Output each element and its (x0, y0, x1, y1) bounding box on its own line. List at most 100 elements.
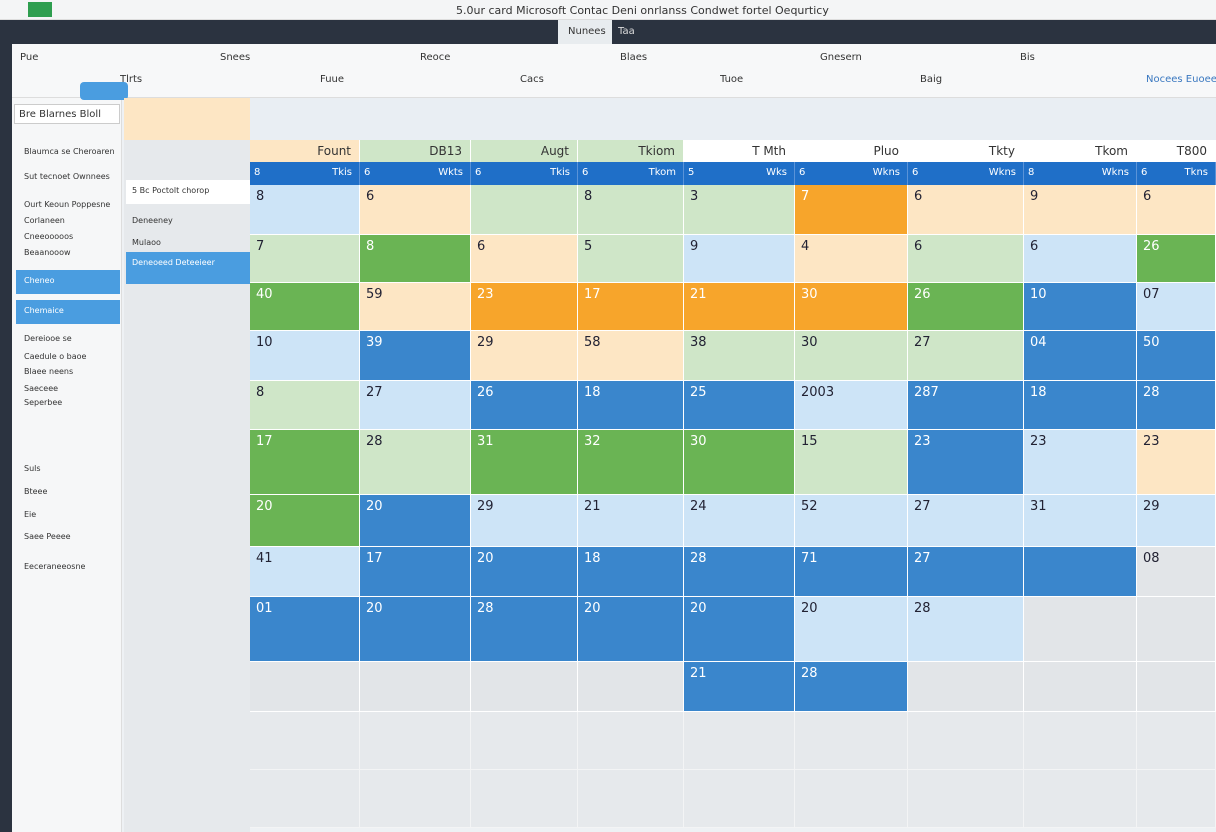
calendar-cell[interactable]: 29 (471, 495, 578, 547)
calendar-cell[interactable]: 24 (684, 495, 795, 547)
sidebar-item[interactable]: Seperbee (24, 398, 63, 407)
calendar-cell[interactable] (250, 662, 360, 712)
calendar-cell[interactable]: 59 (360, 283, 471, 331)
calendar-cell[interactable]: 08 (1137, 547, 1216, 597)
ribbon-tab[interactable]: Nunees (558, 20, 612, 44)
calendar-cell[interactable] (1024, 770, 1137, 828)
toolbar-button[interactable]: Bis (1020, 52, 1035, 63)
calendar-cell[interactable] (908, 662, 1024, 712)
calendar-cell[interactable] (360, 770, 471, 828)
calendar-cell[interactable]: 28 (795, 662, 908, 712)
calendar-cell[interactable]: 04 (1024, 331, 1137, 381)
calendar-cell[interactable] (471, 185, 578, 235)
search-box[interactable]: Bre Blarnes Bloll (14, 104, 120, 124)
calendar-cell[interactable] (250, 712, 360, 770)
calendar-cell[interactable]: 17 (578, 283, 684, 331)
calendar-cell[interactable] (360, 712, 471, 770)
calendar-cell[interactable]: 28 (1137, 381, 1216, 430)
calendar-cell[interactable]: 20 (250, 495, 360, 547)
calendar-cell[interactable]: 20 (360, 597, 471, 662)
calendar-cell[interactable]: 9 (684, 235, 795, 283)
calendar-cell[interactable]: 5 (578, 235, 684, 283)
calendar-cell[interactable]: 21 (578, 495, 684, 547)
calendar-cell[interactable]: 7 (795, 185, 908, 235)
calendar-cell[interactable] (578, 662, 684, 712)
calendar-cell[interactable]: 30 (684, 430, 795, 495)
calendar-cell[interactable] (1024, 597, 1137, 662)
calendar-cell[interactable]: 26 (908, 283, 1024, 331)
toolbar-button[interactable]: Pue (20, 52, 39, 63)
calendar-cell[interactable]: 8 (250, 185, 360, 235)
calendar-cell[interactable]: 4 (795, 235, 908, 283)
calendar-cell[interactable]: 25 (684, 381, 795, 430)
sidebar-item[interactable]: Ourt Keoun Poppesne (24, 200, 111, 209)
calendar-cell[interactable] (1137, 662, 1216, 712)
sidebar-item[interactable]: Saeceee (24, 384, 59, 393)
calendar-cell[interactable] (1024, 662, 1137, 712)
calendar-cell[interactable] (908, 712, 1024, 770)
calendar-cell[interactable] (250, 770, 360, 828)
calendar-cell[interactable]: 28 (684, 547, 795, 597)
calendar-cell[interactable]: 20 (471, 547, 578, 597)
calendar-cell[interactable]: 6 (908, 235, 1024, 283)
new-button[interactable] (80, 82, 128, 100)
calendar-cell[interactable] (1137, 770, 1216, 828)
calendar-cell[interactable]: 6 (908, 185, 1024, 235)
calendar-cell[interactable]: 28 (471, 597, 578, 662)
sidebar-item[interactable]: Beaanooow (24, 248, 71, 257)
calendar-cell[interactable]: 10 (1024, 283, 1137, 331)
sidebar-item[interactable]: Caedule o baoe (24, 352, 87, 361)
calendar-cell[interactable] (908, 770, 1024, 828)
calendar-cell[interactable]: 23 (908, 430, 1024, 495)
calendar-cell[interactable]: 8 (360, 235, 471, 283)
calendar-cell[interactable]: 20 (360, 495, 471, 547)
sidebar-item[interactable]: Eeceraneeosne (24, 562, 86, 571)
calendar-cell[interactable] (795, 770, 908, 828)
panel-item[interactable]: 5 Bc Poctolt chorop (126, 180, 250, 204)
calendar-cell[interactable]: 8 (578, 185, 684, 235)
calendar-cell[interactable] (1024, 547, 1137, 597)
toolbar-button[interactable]: Cacs (520, 74, 544, 85)
calendar-cell[interactable] (795, 712, 908, 770)
sidebar-item[interactable]: Corlaneen (24, 216, 65, 225)
sidebar-item[interactable]: Chemaice (16, 300, 120, 324)
calendar-cell[interactable]: 23 (471, 283, 578, 331)
sidebar-item[interactable]: Bteee (24, 487, 48, 496)
toolbar-button[interactable]: Baig (920, 74, 943, 85)
sidebar-item[interactable]: Dereiooe se (24, 334, 72, 343)
sidebar-item[interactable]: Saee Peeee (24, 532, 71, 541)
calendar-cell[interactable]: 8 (250, 381, 360, 430)
calendar-cell[interactable]: 27 (908, 547, 1024, 597)
panel-item[interactable]: Mulaoo (132, 238, 161, 247)
calendar-cell[interactable]: 20 (795, 597, 908, 662)
calendar-cell[interactable]: 10 (250, 331, 360, 381)
calendar-cell[interactable]: 39 (360, 331, 471, 381)
calendar-cell[interactable] (1024, 712, 1137, 770)
calendar-cell[interactable]: 23 (1137, 430, 1216, 495)
calendar-cell[interactable] (684, 770, 795, 828)
toolbar-button[interactable]: Reoce (420, 52, 451, 63)
sidebar-item[interactable]: Suls (24, 464, 41, 473)
calendar-cell[interactable]: 21 (684, 283, 795, 331)
calendar-cell[interactable]: 58 (578, 331, 684, 381)
toolbar-button[interactable]: Tuoe (720, 74, 744, 85)
calendar-cell[interactable] (471, 712, 578, 770)
calendar-cell[interactable]: 20 (578, 597, 684, 662)
calendar-cell[interactable]: 27 (908, 495, 1024, 547)
calendar-cell[interactable]: 40 (250, 283, 360, 331)
calendar-cell[interactable]: 30 (795, 331, 908, 381)
sidebar-item[interactable]: Sut tecnoet Ownnees (24, 172, 110, 181)
calendar-cell[interactable]: 71 (795, 547, 908, 597)
toolbar-button[interactable]: Blaes (620, 52, 648, 63)
calendar-cell[interactable]: 6 (360, 185, 471, 235)
toolbar-button[interactable]: Fuue (320, 74, 345, 85)
calendar-cell[interactable]: 23 (1024, 430, 1137, 495)
calendar-cell[interactable]: 41 (250, 547, 360, 597)
sidebar-item[interactable]: Cneeooooos (24, 232, 74, 241)
calendar-cell[interactable]: 9 (1024, 185, 1137, 235)
calendar-cell[interactable]: 30 (795, 283, 908, 331)
calendar-cell[interactable] (684, 712, 795, 770)
sidebar-item[interactable]: Blaumca se Cheroaren (24, 147, 115, 156)
calendar-cell[interactable] (578, 770, 684, 828)
calendar-cell[interactable] (1137, 712, 1216, 770)
